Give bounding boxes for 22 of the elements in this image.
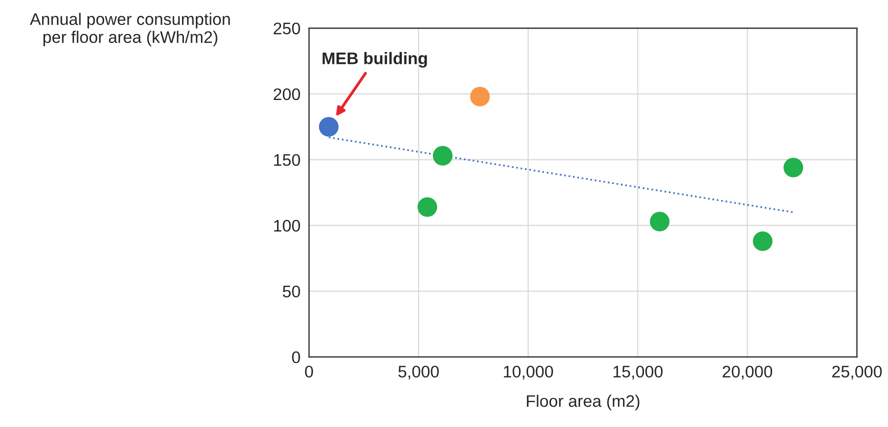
y-tick-label: 150 <box>274 154 300 166</box>
x-tick-label: 10,000 <box>504 366 554 380</box>
y-tick-label: 0 <box>292 351 300 364</box>
point <box>752 231 773 252</box>
x-tick-label: 15,000 <box>614 366 663 380</box>
y-tick-label: 50 <box>282 286 300 298</box>
point <box>650 212 670 232</box>
x-tick-label: 20,000 <box>722 366 772 380</box>
x-tick-label: 25,000 <box>832 366 882 380</box>
x-tick-label: 5,000 <box>398 366 439 380</box>
x-axis-title: Floor area (m2) <box>526 394 640 410</box>
point <box>784 158 804 178</box>
point <box>418 197 438 217</box>
point <box>470 86 490 106</box>
y-tick-label: 200 <box>274 88 300 100</box>
point <box>318 117 339 137</box>
y-tick-label: 250 <box>274 22 300 34</box>
y-tick-label: 100 <box>274 220 300 232</box>
y-axis-title: Annual power consumption per floor area (kWh/m2) <box>30 12 230 46</box>
annotation: MEB building <box>322 52 427 68</box>
x-tick-label: 0 <box>305 366 314 378</box>
point <box>432 146 453 166</box>
